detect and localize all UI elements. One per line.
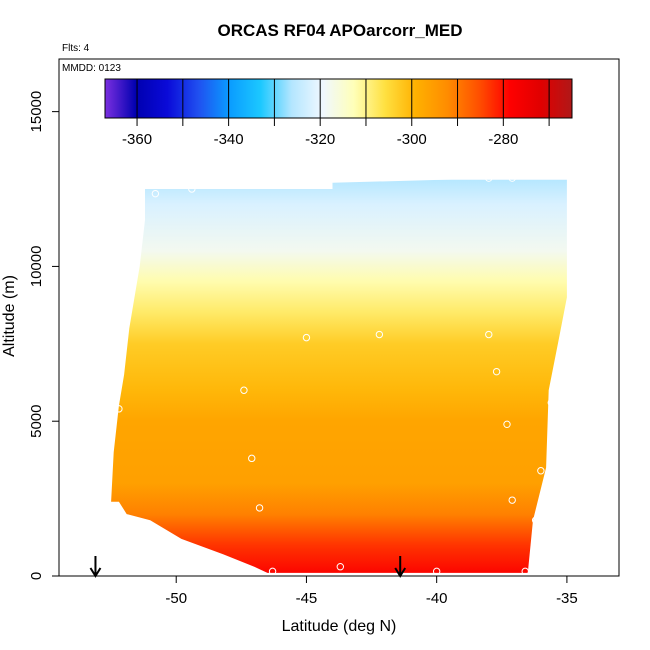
y-tick-label: 15000 bbox=[28, 91, 45, 133]
x-tick-label: -40 bbox=[426, 590, 448, 607]
measurement-point bbox=[240, 386, 248, 394]
measurement-point bbox=[248, 454, 256, 463]
measurement-points bbox=[102, 174, 576, 576]
x-tick-label: -45 bbox=[296, 590, 318, 607]
measurement-point bbox=[255, 504, 264, 512]
measurement-point bbox=[115, 405, 123, 413]
y-axis: 0 5000 10000 15000 bbox=[28, 91, 59, 580]
measurement-point bbox=[503, 420, 511, 429]
measurement-point bbox=[492, 367, 501, 376]
measurement-point bbox=[375, 330, 384, 339]
heatmap-field bbox=[111, 179, 567, 573]
colorbar-tick-label: -360 bbox=[122, 131, 152, 148]
x-tick-label: -35 bbox=[556, 590, 578, 607]
colorbar-ramp bbox=[104, 78, 573, 119]
measurement-point bbox=[547, 398, 555, 407]
x-axis-label: Latitude (deg N) bbox=[282, 618, 397, 635]
x-tick-label: -50 bbox=[165, 590, 187, 607]
date-annotation: MMDD: 0123 bbox=[62, 63, 121, 74]
measurement-point bbox=[508, 496, 516, 504]
measurement-point bbox=[485, 330, 493, 339]
x-axis: -50 -45 -40 -35 bbox=[165, 576, 578, 607]
measurement-point bbox=[432, 567, 441, 576]
measurement-point bbox=[485, 174, 493, 182]
measurement-point bbox=[568, 174, 576, 182]
y-tick-label: 10000 bbox=[28, 246, 45, 288]
measurement-point bbox=[102, 498, 110, 506]
arrow-marker bbox=[89, 556, 102, 578]
measurement-point bbox=[508, 174, 516, 182]
measurement-point bbox=[537, 467, 545, 475]
measurement-point bbox=[268, 567, 277, 576]
measurement-point bbox=[531, 516, 540, 524]
colorbar-tick-label: -300 bbox=[397, 131, 427, 148]
measurement-point bbox=[560, 333, 569, 342]
colorbar-tick-label: -320 bbox=[305, 131, 335, 148]
measurement-point bbox=[302, 333, 311, 342]
measurement-point bbox=[188, 185, 196, 193]
colorbar: -360 -340 -320 -300 -280 bbox=[104, 78, 573, 148]
colorbar-tick-label: -340 bbox=[214, 131, 244, 148]
measurement-point bbox=[521, 567, 529, 576]
chart-title: ORCAS RF04 APOarcorr_MED bbox=[218, 21, 463, 40]
y-axis-label: Altitude (m) bbox=[1, 275, 18, 357]
measurement-point bbox=[151, 189, 160, 198]
colorbar-tick-label: -280 bbox=[488, 131, 518, 148]
y-tick-label: 5000 bbox=[28, 405, 45, 438]
plot-frame bbox=[58, 58, 620, 577]
y-tick-label: 0 bbox=[28, 572, 45, 580]
measurement-point bbox=[336, 563, 345, 571]
field-fill bbox=[111, 179, 567, 573]
flights-annotation: Flts: 4 bbox=[62, 43, 90, 54]
